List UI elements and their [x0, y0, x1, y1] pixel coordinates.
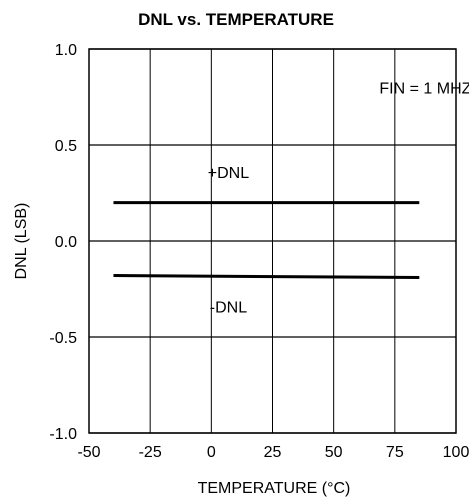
x-tick-label: 75: [386, 444, 404, 461]
y-tick-label: 1.0: [55, 42, 77, 59]
y-tick-label: -1.0: [49, 426, 77, 443]
x-tick-label: -25: [139, 444, 162, 461]
x-axis-label: TEMPERATURE (°C): [198, 480, 351, 497]
x-tick-labels: -50 -25 0 25 50 75 100: [77, 444, 469, 461]
series-lines: [113, 201, 420, 279]
x-tick-label: -50: [77, 444, 100, 461]
annotation-label: +DNL: [208, 165, 249, 182]
annotation-label: -DNL: [210, 299, 247, 316]
annotations: FIN = 1 MHZ +DNL -DNL: [208, 80, 469, 316]
y-tick-labels: 1.0 0.5 0.0 -0.5 -1.0: [49, 42, 77, 443]
x-tick-label: 25: [264, 444, 282, 461]
x-tick-label: 100: [443, 444, 469, 461]
plot-area: [88, 48, 457, 434]
y-tick-label: 0.5: [55, 138, 77, 155]
x-tick-label: 0: [207, 444, 216, 461]
series-line: [113, 274, 420, 279]
chart-title: DNL vs. TEMPERATURE: [138, 10, 334, 29]
x-tick-label: 50: [325, 444, 343, 461]
y-axis-label: DNL (LSB): [13, 203, 30, 280]
annotation-label: FIN = 1 MHZ: [379, 80, 469, 97]
grid-lines: [88, 48, 457, 434]
y-tick-label: -0.5: [49, 330, 77, 347]
y-tick-label: 0.0: [55, 234, 77, 251]
